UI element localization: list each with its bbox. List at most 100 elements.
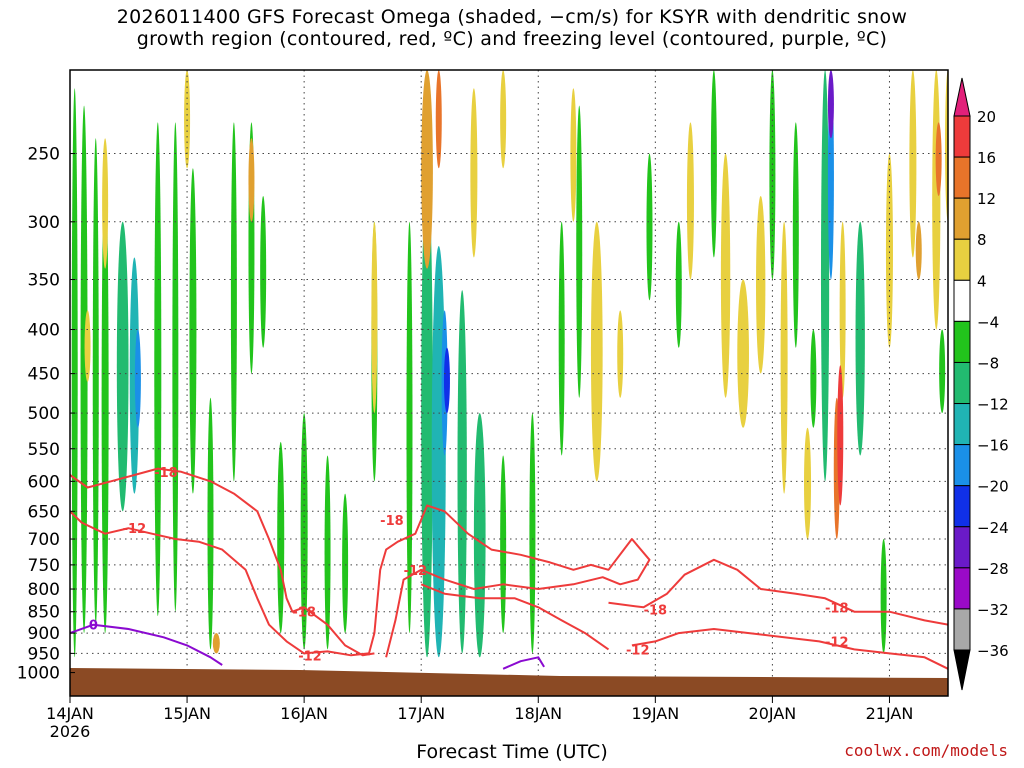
x-tick-label: 19JAN <box>631 704 679 723</box>
omega-cell <box>248 138 255 222</box>
plot-frame <box>69 69 949 697</box>
y-tick-label: 1000 <box>17 664 60 684</box>
x-tick-label: 17JAN <box>397 704 445 723</box>
colorbar-swatch <box>953 115 971 158</box>
chart-title-line-2: growth region (contoured, red, ºC) and f… <box>136 28 888 50</box>
contour-label: -18 <box>292 606 316 621</box>
contour-label: -18 <box>644 604 668 619</box>
omega-cell <box>558 221 565 456</box>
omega-cell <box>880 539 887 654</box>
x-tick-label: 15JAN <box>163 704 211 723</box>
omega-cell <box>421 168 433 658</box>
colorbar-swatch <box>953 361 971 405</box>
contour-label: 0 <box>89 619 98 634</box>
y-tick-label: 400 <box>28 321 60 341</box>
colorbar-swatch <box>953 403 971 446</box>
y-tick-label: 600 <box>28 472 60 492</box>
colorbar-swatch <box>953 485 971 528</box>
omega-cell <box>756 195 766 374</box>
y-tick-label: 500 <box>28 404 60 424</box>
omega-cell <box>780 221 788 494</box>
contour-line-0b <box>502 656 545 670</box>
omega-cell <box>915 221 922 280</box>
omega-cell <box>154 122 162 617</box>
x-axis-label: Forecast Time (UTC) <box>416 741 608 763</box>
colorbar-label: −12 <box>977 396 1009 414</box>
terrain-band <box>70 668 948 696</box>
omega-cell <box>443 347 450 414</box>
omega-cell <box>932 70 941 330</box>
y-tick-label: 250 <box>28 145 60 165</box>
contour-line-12 <box>70 510 369 657</box>
colorbar-swatch <box>953 444 971 487</box>
omega-cell <box>277 441 285 634</box>
y-tick-label: 650 <box>28 502 60 522</box>
x-tick-label: 21JAN <box>866 704 914 723</box>
colorbar-swatch <box>953 197 971 240</box>
omega-cell <box>184 70 191 169</box>
colorbar-arrow-bottom <box>953 649 971 691</box>
colorbar-swatch <box>953 156 971 199</box>
contour-line-12c <box>420 583 610 651</box>
colorbar: 20 16 12 8 4 −4 −8 −12 −16 −20 −24 −28 −32 −36 <box>953 77 1009 691</box>
omega-cell <box>935 122 942 196</box>
omega-cell <box>909 70 917 258</box>
omega-cell <box>720 153 731 398</box>
contour-label: -12 <box>626 643 650 658</box>
colorbar-swatch <box>953 320 971 363</box>
omega-cell <box>792 122 799 348</box>
contour-label: -18 <box>154 466 178 481</box>
omega-cell <box>189 168 197 494</box>
contour-line-12b <box>367 504 651 658</box>
contour-label: -18 <box>380 514 404 529</box>
omega-cell <box>710 70 717 258</box>
omega-cell <box>101 168 109 634</box>
contour-label: -12 <box>123 522 147 537</box>
colorbar-label: 4 <box>977 272 987 290</box>
omega-cell <box>102 138 109 269</box>
omega-cell <box>207 397 214 650</box>
colorbar-swatch <box>953 526 971 569</box>
omega-cell <box>129 257 140 494</box>
colorbar-label: −24 <box>977 519 1009 537</box>
omega-cell <box>804 427 812 540</box>
omega-cell <box>473 413 486 658</box>
contour-line-18b <box>608 558 948 626</box>
y-tick-label: 850 <box>28 603 60 623</box>
contour-line-0 <box>70 623 223 666</box>
y-tick-label: 350 <box>28 271 60 291</box>
omega-cell <box>820 70 830 482</box>
omega-cell <box>576 105 583 398</box>
omega-cell <box>470 88 478 258</box>
colorbar-label: −28 <box>977 560 1009 578</box>
contour-label: -18 <box>825 601 849 616</box>
colorbar-label: 8 <box>977 231 987 249</box>
omega-cell <box>810 329 817 428</box>
omega-cell <box>686 122 694 280</box>
y-tick-label: 700 <box>28 530 60 550</box>
omega-cell <box>457 290 467 654</box>
omega-cell <box>570 88 577 222</box>
contour-label: -12 <box>404 564 428 579</box>
omega-cell <box>885 153 893 348</box>
omega-cell <box>435 70 442 169</box>
omega-cell <box>71 88 78 658</box>
omega-cell <box>92 138 99 625</box>
y-axis: 2503003504004505005506006507007508008509… <box>17 145 75 684</box>
colorbar-label: −8 <box>977 354 999 372</box>
omega-cell <box>116 221 129 512</box>
contour-label: -12 <box>825 635 849 650</box>
colorbar-label: 16 <box>977 149 996 167</box>
x-tick-label: 18JAN <box>514 704 562 723</box>
omega-cell <box>406 221 413 634</box>
omega-cell <box>84 310 91 382</box>
omega-cell <box>230 122 237 482</box>
colorbar-label: 12 <box>977 190 996 208</box>
y-tick-label: 550 <box>28 440 60 460</box>
omega-cell <box>324 455 331 650</box>
colorbar-label: −16 <box>977 437 1009 455</box>
y-tick-label: 950 <box>28 644 60 664</box>
omega-cell <box>342 493 349 634</box>
y-tick-label: 800 <box>28 580 60 600</box>
